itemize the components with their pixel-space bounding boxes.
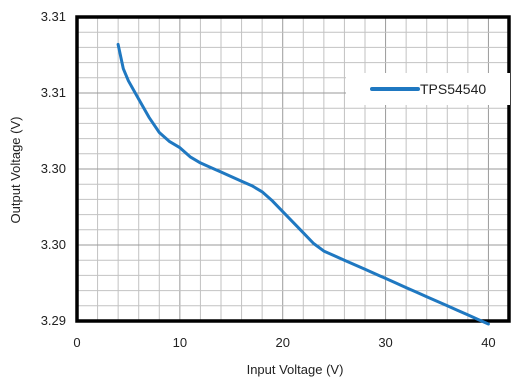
y-axis-ticks: 3.29 3.30 3.30 3.31 3.31 [41, 9, 66, 328]
y-axis-label: Output Voltage (V) [8, 117, 23, 224]
y-tick-label: 3.29 [41, 313, 66, 328]
x-tick-label: 40 [481, 335, 495, 350]
legend: TPS54540 [346, 73, 510, 105]
plot-border [75, 15, 511, 323]
x-tick-label: 0 [73, 335, 80, 350]
y-tick-label: 3.31 [41, 9, 66, 24]
x-axis-label: Input Voltage (V) [247, 362, 344, 377]
series-line-0 [116, 42, 490, 326]
x-tick-label: 20 [275, 335, 289, 350]
y-tick-label: 3.30 [41, 237, 66, 252]
x-tick-label: 30 [378, 335, 392, 350]
legend-entry-label: TPS54540 [420, 81, 486, 97]
y-tick-label: 3.31 [41, 85, 66, 100]
series-layer [116, 42, 490, 326]
y-tick-label: 3.30 [41, 161, 66, 176]
grid [77, 17, 509, 321]
x-axis-ticks: 0 10 20 30 40 [73, 335, 495, 350]
plot-frame [75, 15, 511, 323]
x-tick-label: 10 [173, 335, 187, 350]
